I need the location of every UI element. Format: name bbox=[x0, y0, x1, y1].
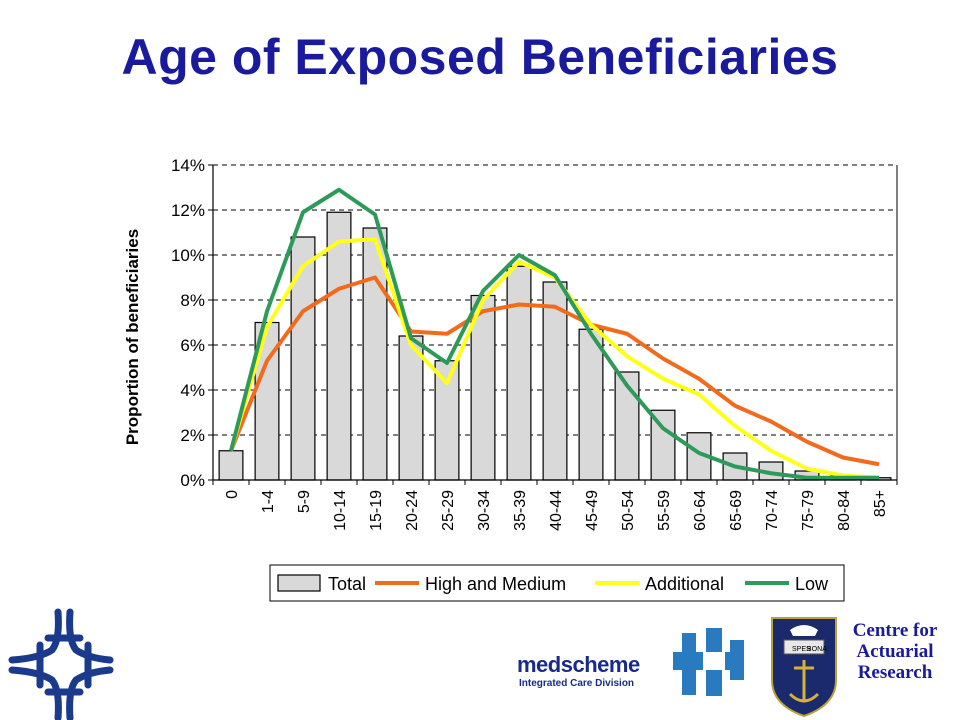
axes bbox=[208, 164, 898, 485]
y-tick-label: 6% bbox=[180, 336, 205, 355]
line-high-and-medium bbox=[229, 275, 880, 467]
x-tick-label: 25-29 bbox=[440, 490, 457, 531]
y-tick-label: 12% bbox=[171, 201, 205, 220]
car-line: Research bbox=[857, 662, 933, 683]
legend: Total High and Medium Additional Low bbox=[269, 564, 845, 602]
crest-motto-right: BONA bbox=[807, 646, 827, 653]
legend-label: Low bbox=[795, 574, 829, 594]
x-tick-label: 55-59 bbox=[656, 490, 673, 531]
line-low bbox=[229, 187, 879, 480]
y-tick-label: 14% bbox=[171, 156, 205, 175]
slide-title: Age of Exposed Beneficiaries bbox=[121, 29, 839, 85]
medscheme-logo-text: medscheme bbox=[517, 652, 640, 677]
x-tick-label: 75-79 bbox=[800, 490, 817, 531]
legend-label: High and Medium bbox=[425, 574, 566, 594]
bar-total bbox=[218, 450, 244, 481]
x-tick-label: 50-54 bbox=[620, 490, 637, 531]
x-tick-label: 45-49 bbox=[584, 490, 601, 531]
y-tick-label: 8% bbox=[180, 291, 205, 310]
x-tick-label: 80-84 bbox=[836, 490, 853, 531]
car-line: Actuarial bbox=[856, 641, 934, 662]
y-axis-title: Proportion of beneficiaries bbox=[123, 229, 142, 445]
y-tick-labels: 0% 2% 4% 6% 8% 10% 12% 14% bbox=[171, 156, 205, 490]
crest-motto-left: SPES bbox=[792, 646, 811, 653]
bar-total bbox=[506, 265, 532, 481]
x-tick-label: 10-14 bbox=[332, 490, 349, 531]
x-tick-label: 65-69 bbox=[728, 490, 745, 531]
car-line: Centre for bbox=[852, 620, 938, 641]
car-logo-text: Centre for Actuarial Research bbox=[836, 620, 954, 683]
bar-total bbox=[578, 328, 604, 481]
x-tick-label: 1-4 bbox=[260, 490, 277, 513]
x-tick-label: 35-39 bbox=[512, 490, 529, 531]
x-tick-label: 85+ bbox=[872, 490, 889, 517]
bar-total bbox=[398, 335, 424, 481]
x-tick-label: 30-34 bbox=[476, 490, 493, 531]
x-tick-label: 0 bbox=[224, 490, 241, 499]
legend-label: Additional bbox=[645, 574, 724, 594]
x-tick-label: 40-44 bbox=[548, 490, 565, 531]
bar-total bbox=[290, 236, 316, 481]
x-tick-label: 70-74 bbox=[764, 490, 781, 531]
x-tick-label: 20-24 bbox=[404, 490, 421, 531]
university-crest-icon: SPES BONA bbox=[771, 617, 837, 718]
cross-logo bbox=[8, 608, 114, 720]
x-tick-label: 5-9 bbox=[296, 490, 313, 513]
medscheme-division-text: Integrated Care Division bbox=[519, 678, 635, 689]
line-series bbox=[229, 187, 880, 480]
x-tick-label: 15-19 bbox=[368, 490, 385, 531]
legend-label: Total bbox=[328, 574, 366, 594]
x-tick-labels: 0 1-4 5-9 10-14 15-19 20-24 25-29 30-34 35-39 40-… bbox=[224, 490, 889, 531]
bar-total bbox=[326, 211, 352, 481]
legend-swatch-total bbox=[277, 574, 321, 592]
y-tick-label: 10% bbox=[171, 246, 205, 265]
y-tick-label: 2% bbox=[180, 426, 205, 445]
bar-series bbox=[218, 211, 892, 481]
medscheme-building-icon bbox=[673, 628, 744, 696]
y-tick-label: 0% bbox=[180, 471, 205, 490]
x-tick-label: 60-64 bbox=[692, 490, 709, 531]
y-tick-label: 4% bbox=[180, 381, 205, 400]
